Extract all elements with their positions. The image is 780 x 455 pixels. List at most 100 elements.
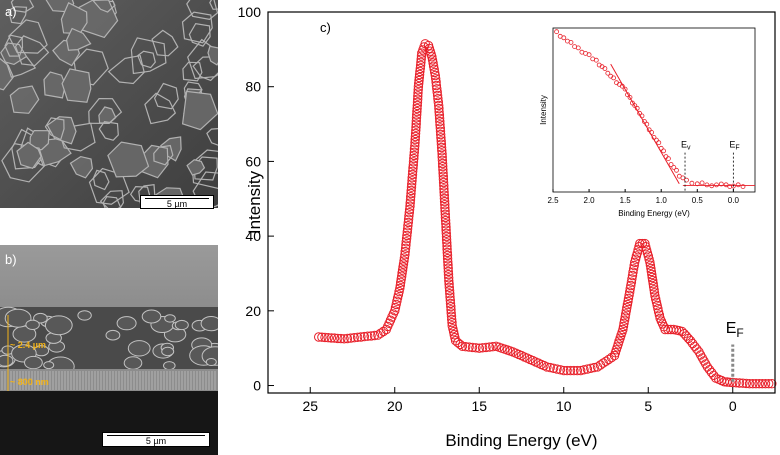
sem-grain: [186, 159, 206, 176]
sem-grain: [88, 97, 123, 125]
data-point: [444, 279, 454, 289]
data-point: [317, 332, 327, 342]
inset-data-point: [714, 182, 719, 188]
sem-grain: [187, 38, 218, 80]
data-point: [443, 266, 453, 277]
data-point: [408, 160, 418, 170]
data-point: [405, 195, 416, 205]
sem-grain: [92, 169, 110, 191]
y-tick-label: 20: [245, 303, 261, 319]
data-point: [408, 163, 418, 173]
data-point: [562, 365, 572, 376]
data-point: [576, 365, 586, 376]
sem-grain: [130, 37, 167, 75]
inset-data-point: [611, 75, 616, 81]
data-point: [434, 107, 444, 117]
data-point: [414, 72, 424, 83]
data-point: [437, 158, 448, 169]
data-point: [444, 276, 454, 286]
inset-data-point: [632, 103, 638, 108]
sem-grain-texture: [0, 0, 218, 208]
data-point: [464, 342, 474, 352]
data-point: [339, 334, 349, 344]
data-point: [622, 303, 632, 313]
data-point: [565, 365, 576, 376]
data-point: [442, 238, 452, 248]
data-point: [559, 365, 569, 376]
data-point: [637, 238, 647, 249]
data-point: [653, 304, 663, 314]
inset-data-point: [671, 164, 677, 170]
data-point: [477, 343, 488, 353]
data-point: [403, 221, 413, 231]
data-point: [695, 350, 706, 360]
data-point: [436, 142, 447, 153]
data-point: [405, 201, 415, 211]
data-point: [401, 240, 411, 250]
data-point: [430, 70, 440, 81]
cross-section-grain: [161, 346, 175, 357]
data-point: [628, 267, 638, 277]
sem-image-cross-section: [0, 245, 218, 455]
data-point: [438, 168, 448, 178]
data-point: [406, 188, 416, 199]
cross-section-grain: [141, 309, 162, 324]
data-point: [437, 149, 447, 159]
sem-grain: [192, 56, 218, 82]
data-point: [412, 103, 422, 114]
data-point: [400, 246, 410, 257]
data-point: [432, 84, 442, 94]
data-point: [704, 365, 715, 375]
data-point: [440, 215, 451, 226]
data-point: [706, 367, 717, 378]
cross-section-grain: [127, 340, 151, 357]
inset-x-tick-label: 0.0: [728, 196, 740, 205]
data-point: [446, 305, 456, 315]
x-tick-label: 5: [644, 398, 652, 414]
data-point: [326, 333, 337, 343]
sem-grain: [0, 57, 15, 91]
panel-b-scale-bar: 5 µm: [102, 432, 210, 447]
data-point: [645, 260, 656, 270]
data-point: [442, 247, 452, 258]
data-point: [398, 259, 409, 269]
sem-grain: [151, 29, 179, 57]
data-point: [427, 52, 437, 62]
data-point: [439, 193, 450, 204]
sem-grain: [181, 90, 218, 131]
data-point: [445, 298, 456, 309]
data-point: [455, 339, 465, 350]
data-point: [445, 292, 455, 302]
data-point: [352, 332, 363, 342]
inset-fermi-label: EF: [729, 140, 739, 152]
data-point: [438, 161, 448, 172]
cross-section-grain: [164, 314, 176, 323]
inset-data-point: [661, 148, 666, 154]
data-point: [646, 263, 656, 274]
data-point: [442, 244, 452, 254]
data-point: [748, 379, 758, 389]
data-point: [439, 184, 449, 194]
data-point: [481, 342, 491, 353]
y-tick-label: 0: [253, 378, 261, 394]
data-point: [430, 67, 440, 78]
data-point: [461, 342, 471, 352]
data-point: [649, 288, 660, 298]
data-point: [369, 330, 380, 341]
data-point: [415, 60, 426, 71]
data-point: [416, 51, 427, 61]
data-point: [754, 379, 764, 389]
data-point: [690, 341, 700, 351]
data-point: [441, 231, 452, 242]
data-point: [738, 378, 748, 388]
data-point: [444, 282, 454, 292]
data-point: [439, 196, 450, 207]
data-point: [751, 379, 761, 389]
fermi-level-subscript: F: [736, 326, 743, 340]
data-point: [394, 286, 404, 297]
data-point: [436, 133, 446, 143]
inset-label-subscript: v: [687, 145, 691, 152]
data-point: [624, 290, 634, 300]
x-tick-label: 0: [729, 398, 737, 414]
